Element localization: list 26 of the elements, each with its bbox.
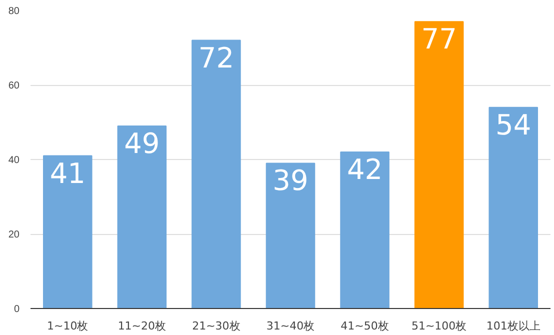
bar: [414, 21, 464, 308]
bar: [488, 106, 538, 308]
x-tick-label: 51~100枚: [411, 320, 467, 332]
x-tick-label: 101枚以上: [486, 320, 540, 332]
bar: [117, 125, 167, 308]
bar: [266, 162, 316, 308]
y-tick-label: 20: [8, 230, 20, 240]
data-label: 39: [272, 164, 308, 198]
x-tick-label: 41~50枚: [340, 320, 389, 332]
y-tick-label: 40: [8, 155, 20, 166]
bar: [340, 152, 390, 308]
y-tick-label: 60: [8, 80, 20, 92]
x-tick-label: 21~30枚: [192, 320, 240, 332]
y-tick-label: 0: [14, 304, 20, 315]
data-label: 41: [50, 156, 86, 190]
bar: [192, 40, 241, 308]
data-label: 77: [421, 22, 457, 56]
data-label: 42: [346, 153, 383, 186]
data-label: 54: [496, 108, 532, 142]
y-tick-label: 80: [8, 6, 20, 17]
x-tick-label: 31~40枚: [266, 320, 315, 332]
data-label: 72: [198, 41, 234, 74]
x-tick-label: 1~10枚: [47, 320, 88, 332]
x-tick-label: 11~20枚: [118, 320, 166, 332]
data-label: 49: [124, 126, 160, 160]
bar: [43, 155, 92, 308]
